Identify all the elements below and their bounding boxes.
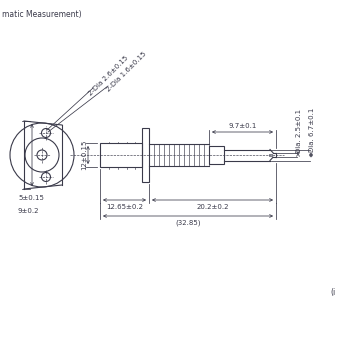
Bar	[209, 146, 224, 164]
Bar	[142, 128, 149, 182]
Bar	[100, 143, 142, 167]
Text: 2-Dia 2.6±0.15: 2-Dia 2.6±0.15	[87, 55, 129, 97]
Bar	[269, 154, 272, 156]
Text: 9.7±0.1: 9.7±0.1	[228, 123, 257, 129]
Text: 5±0.15: 5±0.15	[18, 195, 44, 201]
Text: 12.65±0.2: 12.65±0.2	[106, 204, 143, 210]
Text: matic Measurement): matic Measurement)	[2, 10, 82, 19]
Text: Dia. 2.5±0.1: Dia. 2.5±0.1	[296, 109, 302, 153]
Text: Dia. 6.7±0.1: Dia. 6.7±0.1	[309, 107, 315, 152]
Text: 9±0.2: 9±0.2	[18, 208, 40, 214]
Text: 2-Dia 1.6±0.15: 2-Dia 1.6±0.15	[105, 51, 147, 93]
Text: 12±0.15: 12±0.15	[81, 140, 87, 170]
Text: 20.2±0.2: 20.2±0.2	[196, 204, 229, 210]
Text: (32.85): (32.85)	[175, 220, 201, 226]
Text: (i: (i	[330, 287, 335, 296]
